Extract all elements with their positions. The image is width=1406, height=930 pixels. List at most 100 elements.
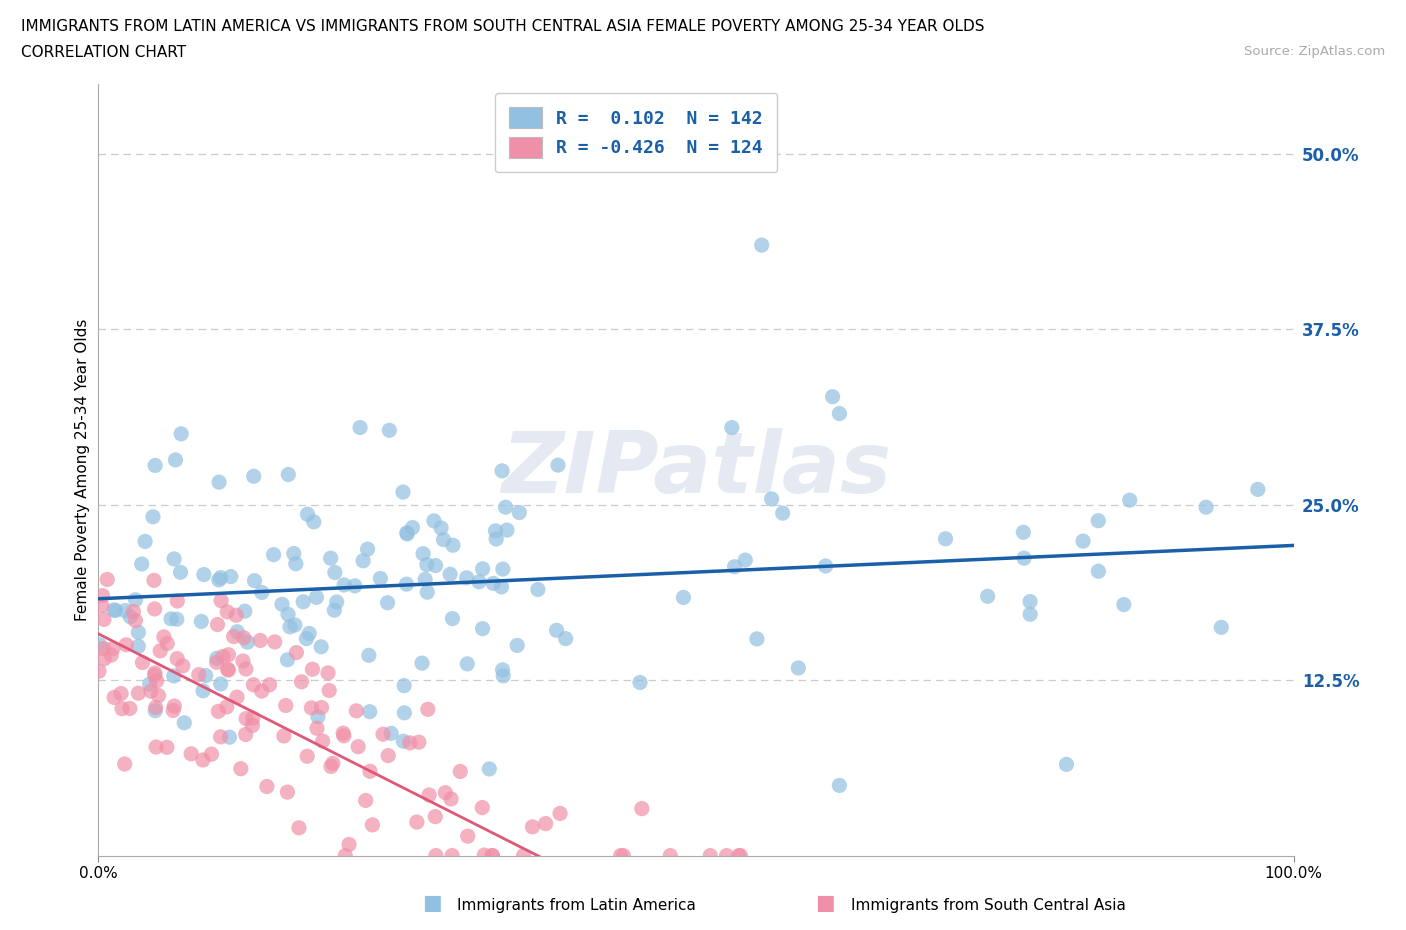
Point bbox=[1012, 551, 1035, 565]
Point bbox=[163, 698, 186, 713]
Point bbox=[242, 677, 264, 692]
Point bbox=[416, 557, 439, 572]
Point bbox=[225, 608, 247, 623]
Point bbox=[273, 728, 295, 743]
Point bbox=[485, 532, 508, 547]
Point bbox=[114, 604, 136, 618]
Point bbox=[425, 848, 447, 863]
Point bbox=[285, 645, 308, 660]
Point bbox=[295, 749, 318, 764]
Point bbox=[934, 531, 956, 546]
Point bbox=[441, 848, 464, 863]
Point bbox=[283, 546, 305, 561]
Point bbox=[235, 661, 257, 676]
Point bbox=[217, 662, 239, 677]
Point bbox=[396, 526, 419, 541]
Point bbox=[721, 420, 744, 435]
Point bbox=[193, 567, 215, 582]
Point bbox=[263, 634, 285, 649]
Point bbox=[217, 647, 239, 662]
Point bbox=[659, 848, 682, 863]
Point bbox=[730, 848, 752, 863]
Point bbox=[87, 664, 110, 679]
Point bbox=[190, 614, 212, 629]
Point bbox=[377, 748, 399, 763]
Text: ■: ■ bbox=[422, 893, 441, 913]
Point bbox=[111, 701, 134, 716]
Point bbox=[484, 524, 506, 538]
Point bbox=[332, 725, 354, 740]
Point bbox=[1112, 597, 1135, 612]
Point bbox=[124, 613, 146, 628]
Point bbox=[423, 513, 446, 528]
Point bbox=[394, 705, 416, 720]
Point bbox=[249, 633, 271, 648]
Point bbox=[232, 654, 254, 669]
Point bbox=[305, 721, 328, 736]
Point bbox=[411, 656, 433, 671]
Text: CORRELATION CHART: CORRELATION CHART bbox=[21, 45, 186, 60]
Point bbox=[124, 592, 146, 607]
Point bbox=[343, 578, 366, 593]
Point bbox=[90, 598, 112, 613]
Point bbox=[408, 735, 430, 750]
Point bbox=[127, 685, 149, 700]
Point bbox=[259, 677, 281, 692]
Point bbox=[491, 579, 513, 594]
Point bbox=[217, 662, 239, 677]
Point bbox=[472, 847, 495, 862]
Point bbox=[115, 637, 138, 652]
Point bbox=[399, 736, 422, 751]
Point bbox=[103, 603, 125, 618]
Point bbox=[311, 700, 333, 715]
Point bbox=[163, 669, 186, 684]
Point bbox=[276, 652, 298, 667]
Point bbox=[508, 505, 530, 520]
Point bbox=[145, 739, 167, 754]
Point bbox=[547, 458, 569, 472]
Point bbox=[145, 673, 167, 688]
Point bbox=[492, 562, 515, 577]
Point bbox=[122, 604, 145, 619]
Point bbox=[114, 757, 136, 772]
Point bbox=[392, 678, 415, 693]
Point bbox=[100, 647, 122, 662]
Point bbox=[96, 572, 118, 587]
Point bbox=[284, 618, 307, 632]
Point bbox=[672, 590, 695, 604]
Point bbox=[187, 667, 209, 682]
Text: ZIPatlas: ZIPatlas bbox=[501, 428, 891, 512]
Point bbox=[1019, 606, 1042, 621]
Point bbox=[295, 631, 318, 646]
Point bbox=[131, 556, 153, 571]
Point bbox=[162, 703, 184, 718]
Point bbox=[166, 593, 188, 608]
Point bbox=[143, 458, 166, 472]
Point bbox=[319, 551, 342, 565]
Point bbox=[354, 793, 377, 808]
Point bbox=[401, 520, 423, 535]
Point bbox=[440, 791, 463, 806]
Point bbox=[761, 492, 783, 507]
Point bbox=[318, 683, 340, 698]
Point bbox=[377, 595, 399, 610]
Point bbox=[143, 573, 166, 588]
Point bbox=[215, 699, 238, 714]
Point bbox=[478, 762, 501, 777]
Point bbox=[378, 423, 401, 438]
Point bbox=[370, 571, 392, 586]
Point bbox=[110, 686, 132, 701]
Point bbox=[134, 534, 156, 549]
Point bbox=[337, 837, 360, 852]
Point bbox=[495, 499, 517, 514]
Point bbox=[242, 718, 264, 733]
Point bbox=[441, 538, 464, 552]
Point bbox=[307, 710, 329, 724]
Point bbox=[148, 688, 170, 703]
Point bbox=[481, 848, 503, 863]
Point bbox=[1119, 493, 1142, 508]
Point bbox=[1019, 594, 1042, 609]
Point bbox=[301, 662, 323, 677]
Legend: R =  0.102  N = 142, R = -0.426  N = 124: R = 0.102 N = 142, R = -0.426 N = 124 bbox=[495, 93, 778, 172]
Point bbox=[217, 604, 239, 619]
